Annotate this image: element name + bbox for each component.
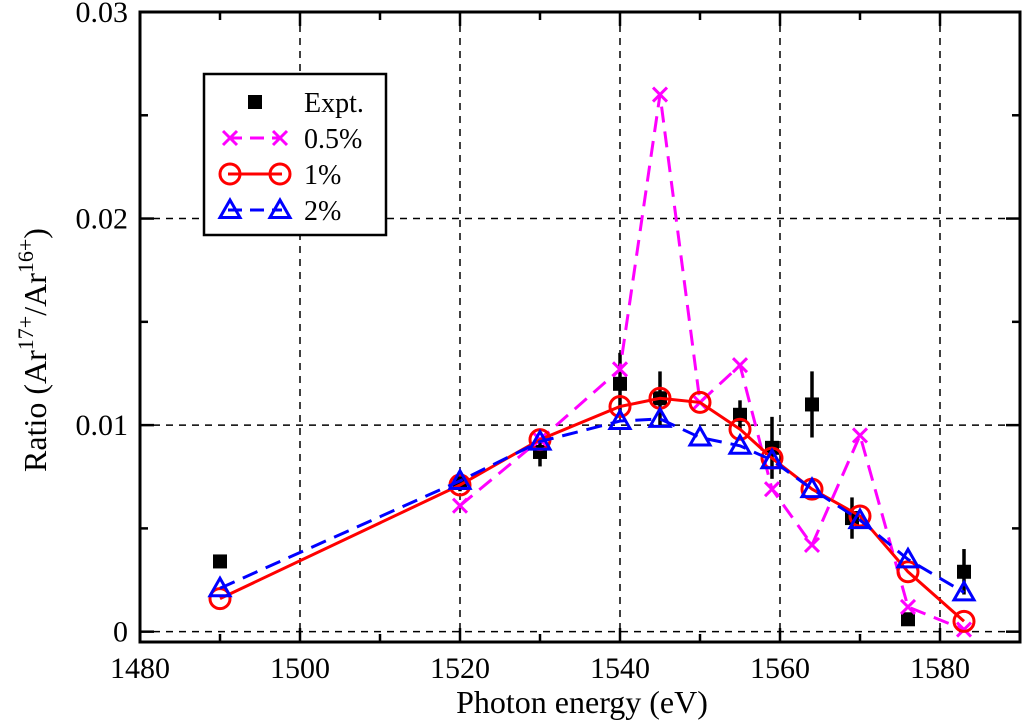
y-tick-label: 0.03 xyxy=(76,0,129,29)
y-tick-label: 0 xyxy=(113,616,128,649)
legend-marker xyxy=(248,95,262,109)
data-point xyxy=(901,612,915,626)
data-point xyxy=(805,538,819,552)
y-tick-label: 0.02 xyxy=(76,203,129,236)
x-axis-label: Photon energy (eV) xyxy=(456,684,708,720)
x-tick-label: 1480 xyxy=(110,652,170,685)
y-axis-label-sup2: 16+ xyxy=(13,239,38,273)
x-tick-label: 1500 xyxy=(270,652,330,685)
legend-label: 2% xyxy=(304,196,341,227)
y-axis-label: Ratio (Ar17+/Ar16+) xyxy=(13,228,53,472)
x-tick-label: 1520 xyxy=(430,652,490,685)
y-axis-label-suffix: ) xyxy=(17,228,53,239)
chart: 1480 1500 1520 1540 1560 1580 0 0.01 0.02 0.03 Ph… xyxy=(0,0,1025,724)
legend: Expt. 0.5% 1% 2% xyxy=(204,74,386,235)
y-axis-label-mid: /Ar xyxy=(17,273,53,316)
data-point xyxy=(690,428,710,446)
data-point xyxy=(613,377,627,391)
series-Expt. xyxy=(213,353,971,626)
y-tick-label: 0.01 xyxy=(76,409,129,442)
data-point xyxy=(853,428,867,442)
data-point xyxy=(213,554,227,568)
x-tick-label: 1560 xyxy=(750,652,810,685)
x-tick-label: 1540 xyxy=(590,652,650,685)
legend-label: 1% xyxy=(304,160,341,191)
y-axis-label-prefix: Ratio (Ar xyxy=(17,350,53,472)
y-axis-label-sup1: 17+ xyxy=(13,316,38,350)
legend-label: 0.5% xyxy=(304,124,362,155)
x-tick-label: 1580 xyxy=(910,652,970,685)
data-point xyxy=(901,600,915,614)
data-point xyxy=(957,565,971,579)
data-point xyxy=(805,397,819,411)
legend-label: Expt. xyxy=(304,88,364,119)
